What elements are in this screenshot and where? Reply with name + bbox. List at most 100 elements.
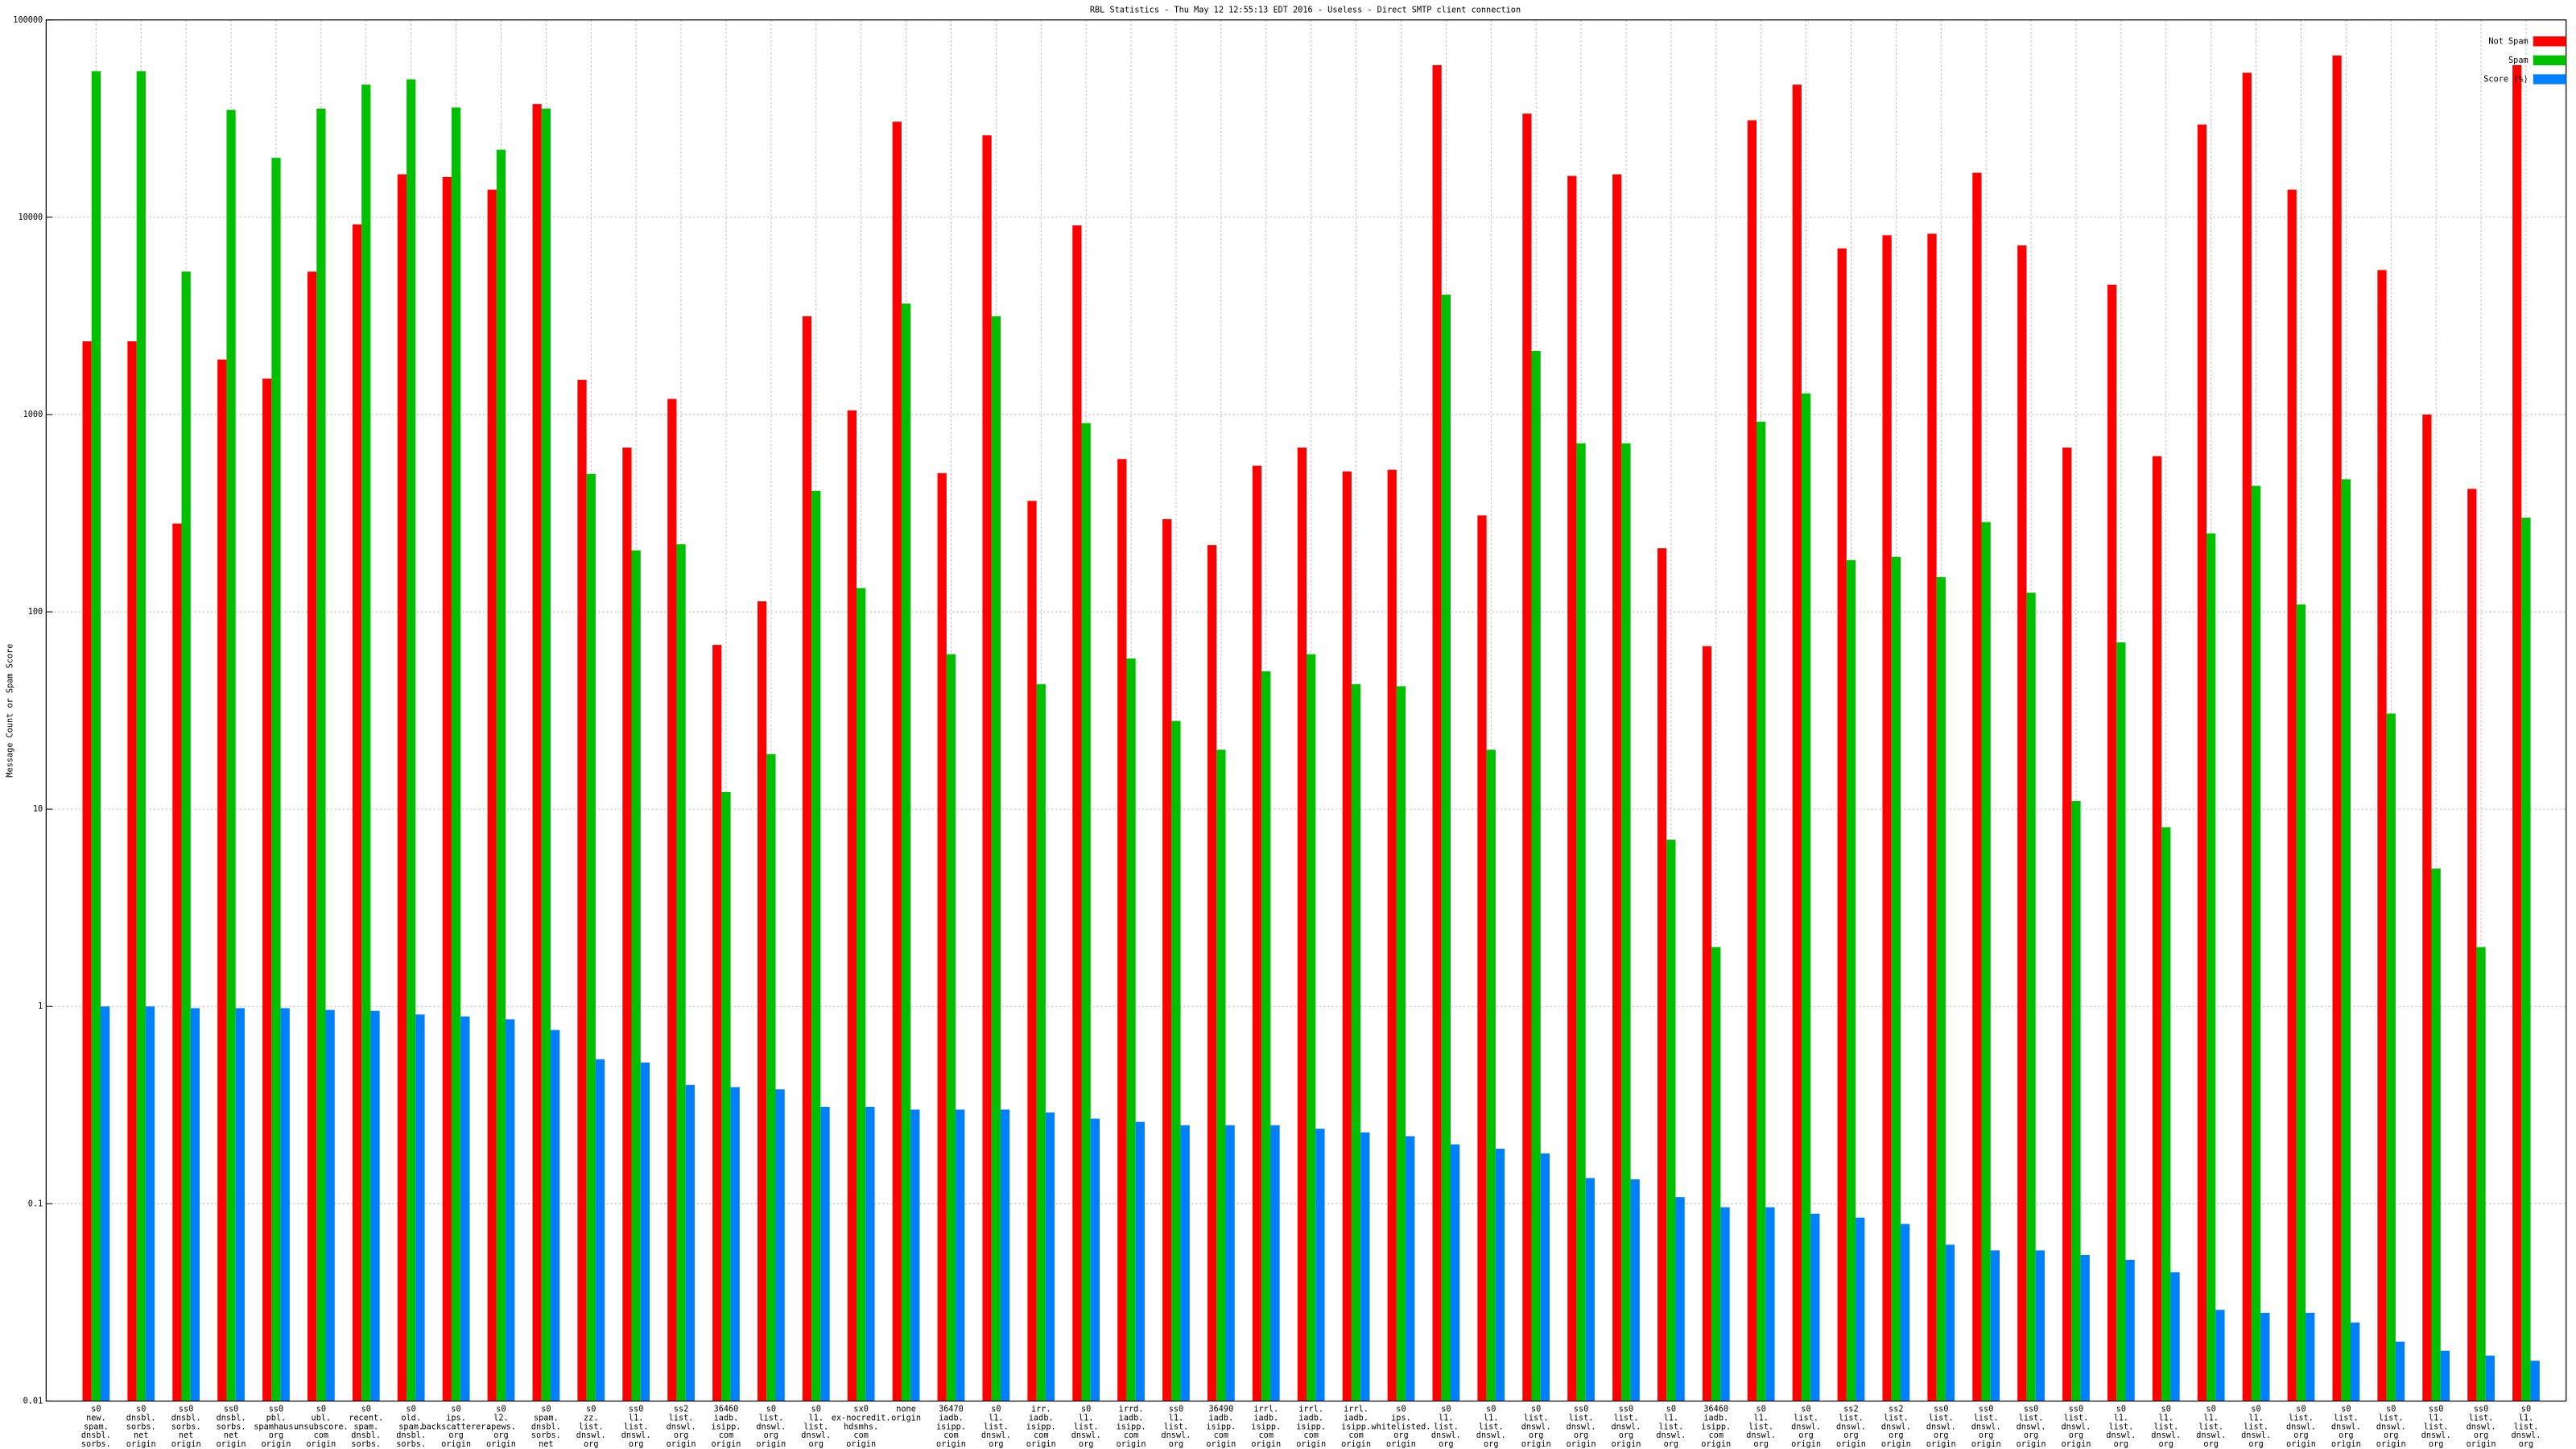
x-tick-label: origin [486,1440,516,1449]
x-tick-label: ubl. [312,1414,332,1423]
bar [2161,827,2171,1402]
x-tick-label: org [493,1431,508,1440]
x-tick-label: iadb. [1703,1414,1728,1423]
bar [451,107,461,1402]
x-tick-label: list. [2379,1414,2404,1423]
x-tick-label: isipp. [1117,1422,1146,1431]
x-tick-label: l1. [989,1414,1003,1423]
x-tick-label: l1. [2114,1414,2128,1423]
x-tick-label: dnsbl. [217,1414,246,1423]
bar [235,1008,245,1402]
x-tick-label: l1. [1484,1414,1498,1423]
y-tick-label: 100 [28,608,43,617]
x-tick-label: dnswl. [1971,1422,2001,1431]
x-tick-label: irrl. [1253,1406,1278,1414]
x-tick-label: origin [756,1440,786,1449]
bar [1882,235,1892,1402]
x-tick-label: org [1979,1431,1993,1440]
x-tick-label: whitelisted. [1372,1422,1431,1431]
x-tick-label: s0 [1666,1406,1676,1414]
x-tick-label: list. [2289,1414,2314,1423]
x-tick-label: s0 [541,1406,551,1414]
bar [685,1084,695,1402]
x-tick-label: org [989,1440,1003,1449]
x-tick-label: com [943,1431,958,1440]
x-tick-label: sorbs. [217,1422,246,1431]
bars [82,55,2540,1402]
x-tick-label: list. [2198,1422,2223,1431]
x-tick-label: dnswl. [1162,1431,1191,1440]
x-tick-label: list. [1974,1414,1999,1423]
x-tick-label: isipp. [1341,1422,1371,1431]
x-tick-label: iadb. [1029,1414,1054,1423]
x-tick-label: origin [1521,1440,1551,1449]
x-tick-label: l1. [2248,1414,2263,1423]
x-tick-label: list. [1074,1422,1099,1431]
legend-swatch [2533,74,2566,85]
x-tick-label: origin [126,1440,156,1449]
bar [1837,248,1847,1402]
bar [1081,423,1091,1402]
bar [865,1106,875,1402]
x-tick-label: s0 [1486,1406,1496,1414]
x-tick-label: list. [2469,1414,2494,1423]
bar [2530,1360,2540,1402]
bar [667,398,677,1402]
x-tick-label: dnsbl. [396,1431,426,1440]
x-tick-label: org [2339,1431,2353,1440]
x-tick-label: org [674,1431,688,1440]
x-tick-label: unsubscore. [294,1422,349,1431]
x-tick-label: s0 [2207,1406,2216,1414]
bar [1720,1207,1730,1402]
bar [541,108,551,1402]
bar [956,1109,965,1402]
x-tick-label: origin [1341,1440,1371,1449]
bar [586,473,596,1402]
x-tick-label: origin [2286,1440,2316,1449]
x-tick-label: dnswl. [2286,1422,2316,1431]
bar [595,1059,605,1402]
x-tick-label: origin [712,1440,741,1449]
x-tick-label: org [1889,1431,1903,1440]
x-tick-label: ss0 [1574,1406,1588,1414]
legend-swatch [2533,36,2566,47]
x-tick-label: dnswl. [1521,1422,1551,1431]
x-tick-label: net [539,1440,553,1449]
x-tick-label: ss0 [269,1406,283,1414]
x-tick-label: org [764,1431,778,1440]
bar [2386,713,2396,1402]
x-tick-label: org [1529,1431,1543,1440]
bar [1945,1245,1955,1402]
bar [2260,1312,2270,1402]
bar [757,601,767,1402]
legend: Not Spam Spam Score (%) [2483,36,2566,85]
x-tick-label: s0 [407,1406,416,1414]
x-tick-label: s0 [1396,1406,1406,1414]
x-tick-label: list. [1658,1422,1683,1431]
x-tick-label: spam. [534,1414,559,1423]
bar [1180,1125,1190,1402]
bar [2377,270,2387,1402]
x-tick-label: org [2159,1440,2174,1449]
x-tick-label: list. [2424,1422,2449,1431]
x-tick-label: origin [1026,1440,1056,1449]
x-tick-label: org [1169,1440,1183,1449]
bar [1666,840,1676,1402]
bar [352,224,362,1402]
bar [82,341,92,1402]
x-tick-label: s0 [2296,1406,2306,1414]
bar [1981,522,1991,1402]
x-tick-label: isipp. [712,1422,741,1431]
x-tick-label: dnswl. [2241,1431,2271,1440]
bar [1315,1129,1325,1402]
bar [1540,1153,1550,1402]
bar [550,1030,560,1402]
x-tick-label: list. [669,1414,694,1423]
bar [271,158,281,1402]
x-tick-label: spam. [398,1422,423,1431]
x-tick-label: list. [984,1422,1009,1431]
x-tick-label: com [1214,1431,1228,1440]
x-tick-label: dnswl. [1476,1431,1506,1440]
x-tick-label: org [2024,1431,2038,1440]
x-tick-label: dnswl. [576,1431,606,1440]
